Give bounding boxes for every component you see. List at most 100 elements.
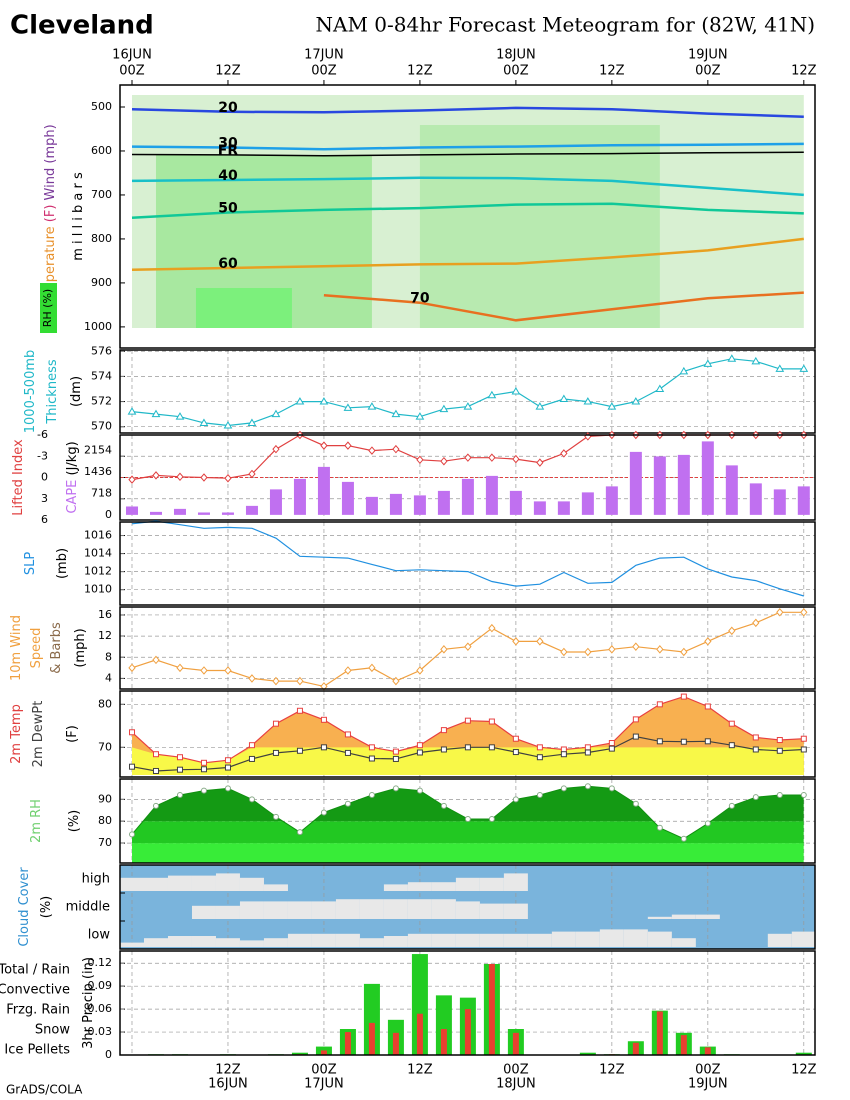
y-tick-label: 3 [41,492,48,505]
marker [752,734,759,741]
precip-bar [464,1009,471,1055]
isotherm [131,151,804,157]
marker [800,746,807,753]
marker [728,720,735,727]
cloud-cell [503,903,528,919]
x-tick-label: 12Z [407,1063,433,1078]
marker [392,748,399,755]
marker [655,384,665,392]
y-tick-label: 900 [91,276,112,289]
cloud-cell [551,931,576,947]
y-tick-label: 574 [91,369,112,382]
precip-bar [795,1052,812,1055]
marker [272,813,279,820]
marker [487,390,497,399]
marker [368,663,376,673]
marker [704,703,711,710]
cape-bar [221,512,234,515]
marker [152,471,160,480]
y-axis-label: 3hr Precip (in) [81,957,96,1049]
footer: GrADS/COLA [6,1083,83,1097]
legend-label: Ice Pellets [4,1043,70,1058]
y-axis-label: 2m Temp [9,704,24,764]
rh-shading [195,288,292,328]
x-tick-label: 12Z [791,64,817,79]
marker [392,755,399,762]
isotherm [131,237,804,271]
y-axis-label-part: SLP [23,552,38,575]
cape-bar [413,495,426,515]
y-axis-label: 10m Wind [9,615,24,681]
marker [440,456,448,466]
y-tick-label: 12 [98,629,112,642]
isotherm [131,106,804,118]
y-tick-label: 0.03 [88,1025,113,1038]
x-tick-date: 16JUN [112,48,152,63]
cloud-cell [455,901,480,919]
y-axis-label: (%) [39,896,54,919]
cloud-cell [119,942,144,947]
x-tick-date: 18JUN [496,1077,536,1092]
cloud-cell [527,933,552,947]
precip-bar [680,1035,687,1055]
y-axis-label: (mb) [55,548,70,579]
x-tick-label: 12Z [599,1063,625,1078]
marker [128,763,135,770]
cloud-cell [407,933,432,947]
y-tick-label: 0.09 [88,979,113,992]
cape-bar [773,489,786,515]
x-tick-label: 00Z [695,1063,721,1078]
y-tick-label: 80 [98,814,112,827]
y-axis-label: Temperature (F) Wind (mph) [43,124,58,309]
marker [488,453,496,462]
marker [344,666,352,675]
x-tick-label: 12Z [215,64,241,79]
y-axis-label: Thickness [45,359,60,424]
marker [319,397,329,405]
cloud-cell [455,933,480,947]
marker [464,816,471,823]
y-tick-label: 90 [98,792,112,805]
marker [248,742,255,749]
y-axis-label-part: 1000-500mb [23,350,38,434]
y-axis-label-part: 10m Wind [9,615,24,681]
cloud-cell [143,877,168,891]
cape-bar [749,483,762,515]
marker [152,767,159,774]
marker [272,749,279,756]
y-tick-label: 0.06 [88,1002,113,1015]
marker [248,796,255,803]
legend-label: Frzg. Rain [6,1003,70,1018]
cloud-cell [431,899,456,919]
marker [583,397,593,405]
marker [775,364,785,372]
legend-label: Total / Rain [0,963,70,978]
cape-bar [197,512,210,515]
precip-bar [368,1022,375,1055]
y-axis-label-part: Speed [29,628,44,669]
y-axis-label-part: Cloud Cover [17,867,32,947]
isotherm [323,291,804,322]
x-tick-label: 00Z [311,64,337,79]
isotherm [131,202,804,220]
y-tick-label: 70 [98,836,112,849]
marker [488,623,496,633]
marker [680,647,688,657]
cape-bar [365,496,378,515]
y2-tick-label: 0 [105,508,112,521]
marker [656,701,663,708]
marker [752,746,759,753]
marker [608,785,615,792]
panel-frame [119,84,816,349]
marker [728,626,736,636]
marker [368,791,375,798]
precip-bar [291,1052,308,1055]
y-tick-label: 1016 [84,529,112,542]
cloud-cell [503,933,528,947]
marker [656,645,664,654]
marker [752,794,759,801]
marker [631,397,641,405]
isotherm [131,142,804,151]
marker [680,693,687,700]
marker [176,791,183,798]
